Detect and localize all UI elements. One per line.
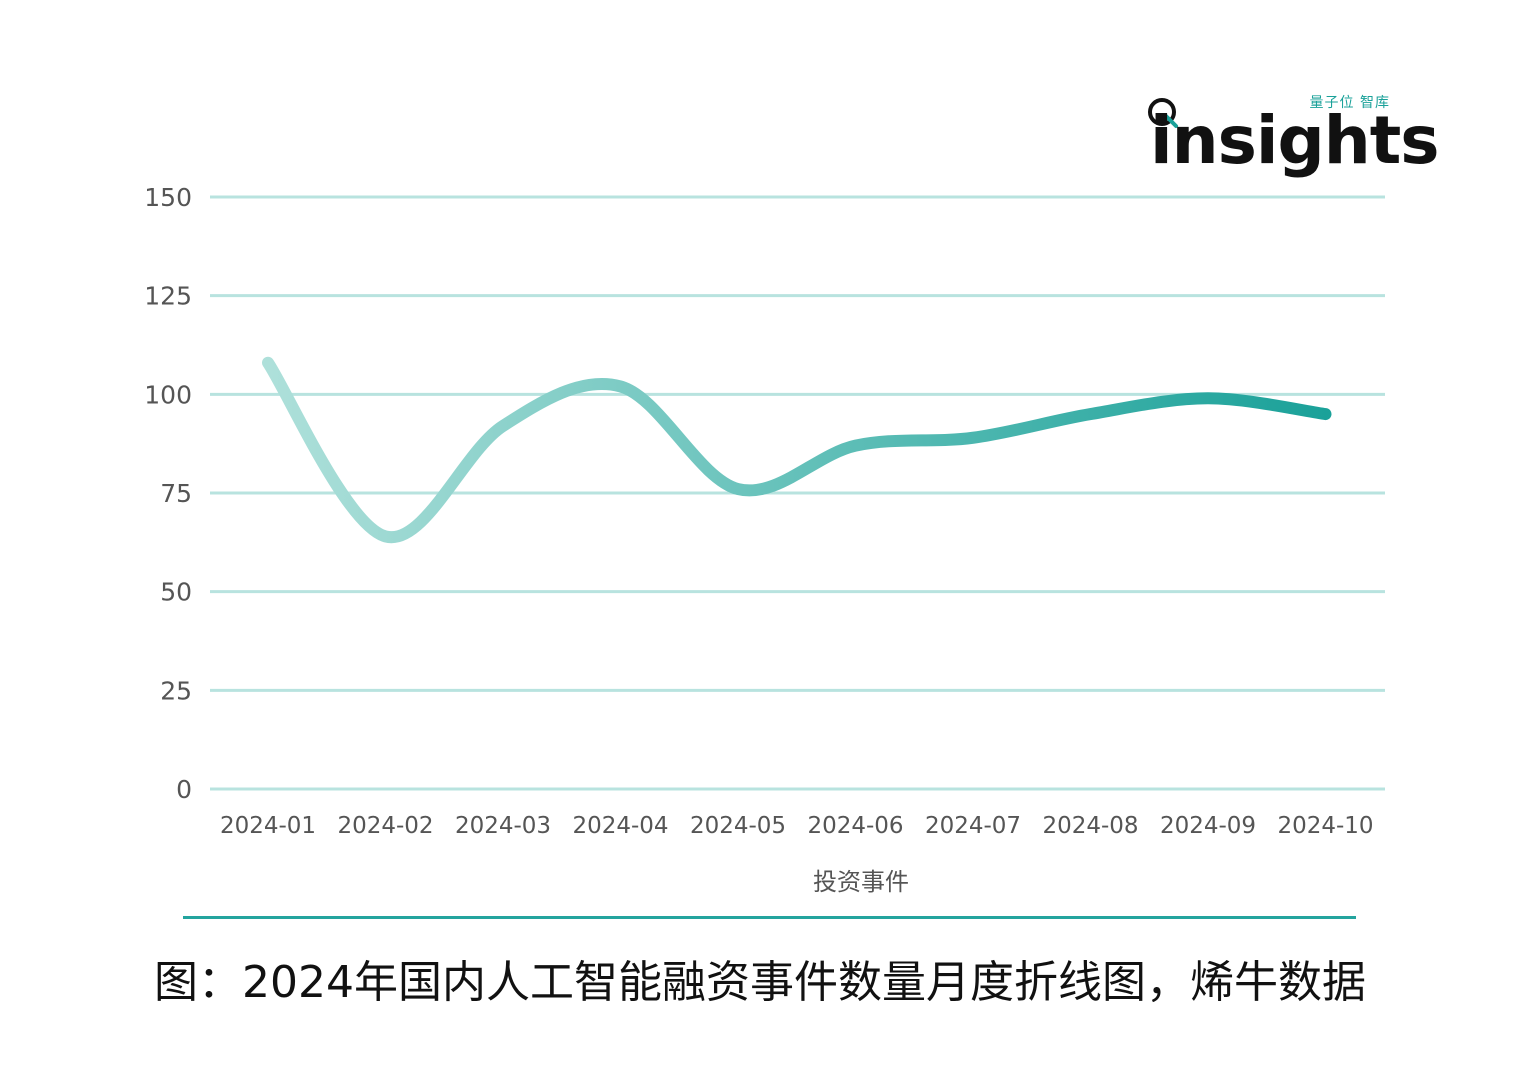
y-tick-label: 100 <box>144 380 192 409</box>
legend-label: 投资事件 <box>813 868 909 896</box>
insights-logo: 量子位 智库 insights <box>1140 88 1440 198</box>
magnifier-q-icon <box>1148 98 1178 128</box>
y-tick-label: 75 <box>160 479 192 508</box>
data-point <box>380 530 392 542</box>
x-tick-label: 2024-06 <box>807 813 903 839</box>
y-tick-label: 25 <box>160 676 192 705</box>
data-point <box>497 420 509 432</box>
y-tick-label: 150 <box>144 183 192 212</box>
y-tick-label: 0 <box>176 775 192 804</box>
x-axis-ticks: 2024-01 2024-02 2024-03 2024-04 2024-05 2024-… <box>220 813 1374 839</box>
grid-lines <box>210 195 1385 791</box>
x-tick-label: 2024-10 <box>1277 813 1373 839</box>
data-point <box>850 440 862 452</box>
data-point <box>967 432 979 444</box>
data-point <box>262 357 274 369</box>
y-tick-label: 125 <box>144 282 192 311</box>
logo-wordmark: insights <box>1150 102 1440 179</box>
x-tick-label: 2024-08 <box>1042 813 1138 839</box>
series-line-0 <box>262 356 1332 544</box>
x-tick-label: 2024-04 <box>572 813 668 839</box>
series-layer <box>262 356 1332 544</box>
x-tick-label: 2024-03 <box>455 813 551 839</box>
data-point <box>1202 392 1214 404</box>
y-tick-label: 50 <box>160 578 192 607</box>
figure-caption: 图：2024年国内人工智能融资事件数量月度折线图，烯牛数据 <box>154 957 1366 1008</box>
x-tick-label: 2024-05 <box>690 813 786 839</box>
y-axis-ticks: 0 25 50 75 100 125 150 <box>144 183 192 804</box>
x-tick-label: 2024-09 <box>1160 813 1256 839</box>
legend: 投资事件 <box>694 868 909 896</box>
data-point <box>1320 408 1332 420</box>
caption-divider <box>183 916 1356 919</box>
data-point <box>615 380 627 392</box>
data-point <box>1085 408 1097 420</box>
x-tick-label: 2024-02 <box>337 813 433 839</box>
x-tick-label: 2024-07 <box>925 813 1021 839</box>
logo-tagline: 量子位 智库 <box>1309 95 1390 111</box>
data-point <box>732 483 744 495</box>
x-tick-label: 2024-01 <box>220 813 316 839</box>
